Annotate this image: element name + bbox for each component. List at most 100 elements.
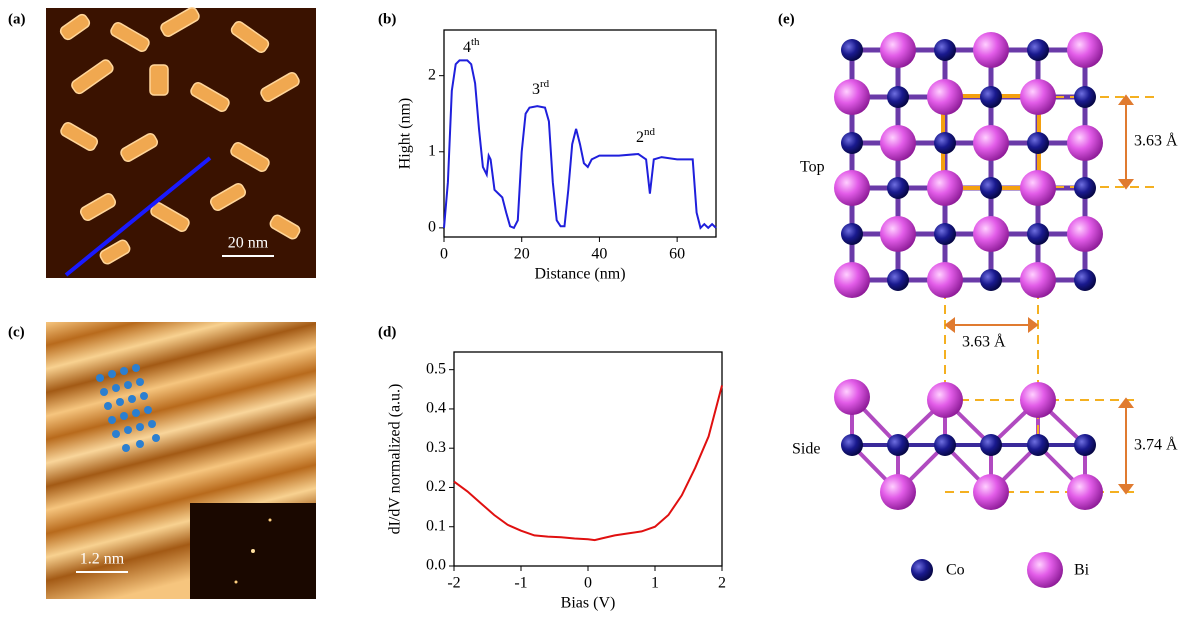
co-atom	[980, 269, 1002, 291]
annotation-sup: nd	[644, 126, 656, 138]
x-tick-label: 40	[591, 246, 607, 263]
panel-label: (d)	[378, 324, 396, 340]
x-tick-label: -2	[447, 575, 460, 592]
annotation-text: 4	[463, 39, 471, 56]
bi-atom	[880, 125, 916, 161]
bi-atom	[834, 262, 870, 298]
annotation: 2nd	[636, 126, 656, 146]
co-atom	[887, 177, 909, 199]
bi-atom	[1067, 474, 1103, 510]
co-atom	[841, 434, 863, 456]
lattice-label: 3.63 Å	[962, 333, 1006, 351]
y-axis-label: dI/dV normalized (a.u.)	[387, 384, 404, 535]
figure: (a) (b) (c) (d) (e) 20 nm	[0, 0, 1193, 625]
bi-atom	[1020, 79, 1056, 115]
co-atom	[887, 269, 909, 291]
co-atom	[841, 39, 863, 61]
plot-frame	[454, 352, 722, 566]
annotation-text: 2	[636, 129, 644, 146]
co-atom	[934, 223, 956, 245]
co-atom	[841, 223, 863, 245]
scale-bar-label: 20 nm	[228, 235, 269, 252]
bi-atom	[834, 379, 870, 415]
x-tick-label: -1	[514, 575, 527, 592]
y-tick-label: 0.5	[426, 360, 446, 377]
co-atom	[934, 39, 956, 61]
co-atom	[934, 434, 956, 456]
data-line	[444, 60, 716, 228]
x-axis-label: Bias (V)	[561, 595, 616, 612]
bi-atom	[1020, 382, 1056, 418]
bi-atom	[927, 79, 963, 115]
panel-label: (e)	[778, 11, 795, 27]
co-atom	[1074, 434, 1096, 456]
co-atom	[1074, 86, 1096, 108]
height-label: 3.74 Å	[1134, 436, 1178, 454]
co-atom	[1027, 223, 1049, 245]
annotation-sup: rd	[540, 78, 550, 90]
y-tick-label: 0.4	[426, 400, 446, 417]
co-atom	[980, 434, 1002, 456]
bi-atom	[880, 216, 916, 252]
co-atom	[1027, 434, 1049, 456]
panel-label: (c)	[8, 324, 25, 340]
co-atom	[1074, 269, 1096, 291]
y-tick-label: 0.2	[426, 478, 446, 495]
scale-bar-label: 1.2 nm	[80, 551, 125, 568]
bi-atom	[973, 125, 1009, 161]
co-atom	[841, 132, 863, 154]
stm-image-a: 20 nm	[46, 6, 316, 278]
data-line	[454, 385, 722, 540]
annotation: 4th	[463, 36, 480, 56]
co-atom	[980, 86, 1002, 108]
bi-atom	[927, 262, 963, 298]
x-tick-label: 60	[669, 246, 685, 263]
stm-image-c: 1.2 nm	[46, 322, 316, 599]
co-atom	[887, 434, 909, 456]
panel-label: (b)	[378, 11, 396, 27]
legend-swatch	[1027, 552, 1063, 588]
bi-atom	[880, 474, 916, 510]
bi-atom	[973, 474, 1009, 510]
x-tick-label: 20	[514, 246, 530, 263]
x-tick-label: 1	[651, 575, 659, 592]
view-label: Top	[800, 159, 825, 176]
bi-atom	[973, 216, 1009, 252]
co-atom	[1027, 132, 1049, 154]
legend-label: Bi	[1074, 562, 1090, 579]
bi-atom	[1020, 170, 1056, 206]
y-tick-label: 0	[428, 219, 436, 236]
x-tick-label: 0	[440, 246, 448, 263]
bi-atom	[973, 32, 1009, 68]
bi-atom	[834, 79, 870, 115]
crystal-structure: 3.63 Å 3.63 Å 3.74 Å Top Side Co Bi	[792, 32, 1178, 588]
y-axis-label: Hight (nm)	[397, 98, 414, 170]
bi-atom	[1067, 32, 1103, 68]
bi-atom	[1067, 216, 1103, 252]
co-atom	[980, 177, 1002, 199]
y-tick-label: 2	[428, 66, 436, 83]
co-atom	[1074, 177, 1096, 199]
bi-atom	[927, 382, 963, 418]
co-atom	[887, 86, 909, 108]
bi-atom	[1020, 262, 1056, 298]
co-atom	[1027, 39, 1049, 61]
bi-atom	[834, 170, 870, 206]
annotation: 3rd	[532, 78, 550, 98]
bi-atom	[927, 170, 963, 206]
y-tick-label: 0.3	[426, 439, 446, 456]
y-tick-label: 0.0	[426, 557, 446, 574]
x-axis-label: Distance (nm)	[534, 266, 625, 283]
bi-atom	[880, 32, 916, 68]
plot-frame	[444, 30, 716, 237]
panel-label: (a)	[8, 11, 26, 27]
annotation-text: 3	[532, 81, 540, 98]
bi-atom	[1067, 125, 1103, 161]
view-label: Side	[792, 441, 820, 458]
y-tick-label: 1	[428, 142, 436, 159]
legend-swatch	[911, 559, 933, 581]
lattice-label: 3.63 Å	[1134, 132, 1178, 150]
annotation-sup: th	[471, 36, 480, 48]
x-tick-label: 0	[584, 575, 592, 592]
co-atom	[934, 132, 956, 154]
